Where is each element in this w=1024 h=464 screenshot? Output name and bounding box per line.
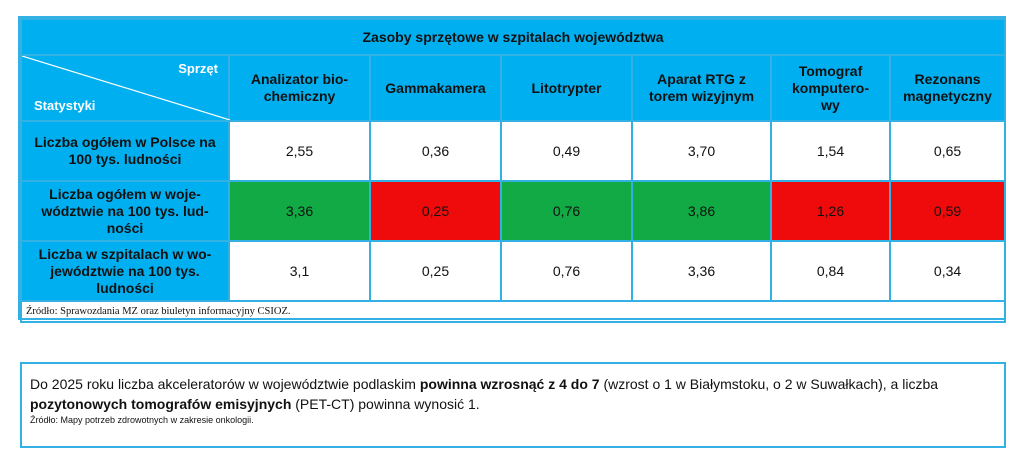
column-header-4: Tomograf komputero-wy — [770, 54, 891, 122]
row-label-line: Liczba ogółem w Polsce na — [34, 134, 216, 150]
note-bold-pet: pozytonowych tomografów emisyjnych — [30, 396, 292, 412]
row-label: Liczba ogółem w Polsce na 100 tys. ludnoś… — [20, 120, 230, 182]
column-header-line: Gammakamera — [385, 79, 486, 96]
value-cell: 0,34 — [888, 240, 1007, 302]
column-header-1: Gammakamera — [369, 54, 502, 122]
equipment-table-box: Zasoby sprzętowe w szpitalach województw… — [18, 16, 1007, 323]
column-header-line: Tomograf — [798, 62, 863, 79]
row-label: Liczba ogółem w woje-wództwie na 100 tys… — [20, 180, 230, 242]
value-cell: 0,36 — [369, 120, 502, 182]
column-header-line: Analizator bio- — [250, 71, 349, 87]
column-header-line: chemiczny — [263, 88, 336, 104]
value-cell: 3,70 — [631, 120, 772, 182]
column-header-line: wy — [821, 96, 840, 113]
column-header-2: Litotrypter — [500, 54, 633, 122]
value-cell: 0,49 — [500, 120, 633, 182]
value-cell: 0,65 — [888, 120, 1007, 182]
column-header-3: Aparat RTG z torem wizyjnym — [631, 54, 772, 122]
row-label-line: Liczba w szpitalach w wo- — [38, 245, 212, 262]
value-cell: 1,54 — [770, 120, 891, 182]
note-source: Źródło: Mapy potrzeb zdrowotnych w zakre… — [30, 415, 254, 425]
column-header-0: Analizator bio-chemiczny — [228, 54, 371, 122]
value-cell: 3,36 — [631, 240, 772, 302]
table-title: Zasoby sprzętowe w szpitalach województw… — [19, 18, 1007, 56]
row-label-line: jewództwie na 100 tys. — [50, 262, 200, 279]
column-header-line: komputero- — [792, 79, 869, 96]
column-header-5: Rezonans magnetyczny — [888, 54, 1007, 122]
note-line-1: Do 2025 roku liczba akceleratorów w woje… — [30, 374, 996, 394]
table-row: Liczba w szpitalach w wo-jewództwie na 1… — [20, 240, 1007, 302]
note-text-a: Do 2025 roku liczba akceleratorów w woje… — [30, 376, 420, 392]
row-label-line: 100 tys. ludności — [68, 151, 182, 167]
row-label-line: wództwie na 100 tys. lud- — [41, 202, 209, 219]
value-cell: 2,55 — [228, 120, 371, 182]
column-header-line: Litotrypter — [531, 79, 602, 96]
note-box: Do 2025 roku liczba akceleratorów w woje… — [20, 362, 1006, 448]
value-cell: 0,84 — [770, 240, 891, 302]
table-source: Źródło: Sprawozdania MZ oraz biuletyn in… — [19, 300, 1007, 323]
corner-label-statistics: Statystyki — [34, 98, 96, 113]
value-cell: 3,1 — [228, 240, 371, 302]
note-text-c: (PET-CT) powinna wynosić 1. — [291, 396, 480, 412]
value-cell: 3,86 — [631, 180, 772, 242]
column-header-line: magnetyczny — [903, 88, 992, 104]
column-header-line: Rezonans — [914, 71, 981, 87]
corner-diagonal — [22, 56, 230, 120]
corner-cell: Sprzęt Statystyki — [20, 54, 230, 122]
value-cell: 0,25 — [369, 180, 502, 242]
row-label: Liczba w szpitalach w wo-jewództwie na 1… — [20, 240, 230, 302]
value-cell: 1,26 — [770, 180, 891, 242]
value-cell: 0,76 — [500, 180, 633, 242]
column-header-line: torem wizyjnym — [648, 88, 755, 104]
value-cell: 3,36 — [228, 180, 371, 242]
table-row: Liczba ogółem w woje-wództwie na 100 tys… — [20, 180, 1007, 242]
note-text-b: (wzrost o 1 w Białymstoku, o 2 w Suwałka… — [599, 376, 939, 392]
note-line-2: pozytonowych tomografów emisyjnych (PET-… — [30, 394, 996, 414]
equipment-table: Zasoby sprzętowe w szpitalach województw… — [19, 18, 1007, 323]
column-header-line: Aparat RTG z — [657, 71, 746, 87]
corner-label-equipment: Sprzęt — [178, 61, 218, 76]
value-cell: 0,76 — [500, 240, 633, 302]
table-row: Liczba ogółem w Polsce na 100 tys. ludnoś… — [20, 120, 1007, 182]
note-bold-increase: powinna wzrosnąć z 4 do 7 — [419, 376, 600, 392]
value-cell: 0,59 — [888, 180, 1007, 242]
row-label-line: ludności — [96, 279, 154, 296]
row-label-line: ności — [106, 219, 144, 236]
value-cell: 0,25 — [369, 240, 502, 302]
row-label-line: Liczba ogółem w woje- — [49, 185, 201, 202]
